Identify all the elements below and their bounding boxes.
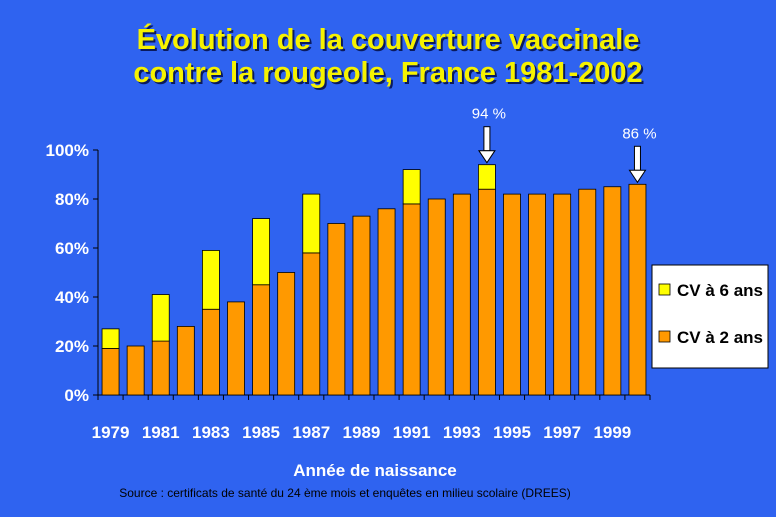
- y-tick-label: 100%: [46, 141, 89, 160]
- legend-box: [651, 264, 769, 369]
- bar-cv2-1992: [427, 198, 446, 396]
- chart-bars: [101, 164, 647, 396]
- chart-title-line2: contre la rougeole, France 1981-2002: [133, 57, 643, 89]
- x-tick-label: 1989: [343, 423, 381, 442]
- annotation-arrow-head: [477, 150, 496, 164]
- bar-cv2-1985: [252, 284, 270, 396]
- x-tick-label: 1993: [443, 423, 481, 442]
- bar-cv2-1982: [176, 325, 195, 396]
- annotation-arrow-head: [628, 169, 647, 184]
- chart-title-line1: Évolution de la couverture vaccinale: [136, 24, 640, 56]
- legend-swatch: [658, 283, 671, 296]
- bar-cv6-1994: [478, 164, 496, 190]
- chart-legend: CV à 6 ans CV à 2 ans: [651, 264, 769, 369]
- y-tick-label: 20%: [55, 337, 89, 356]
- y-tick-label: 40%: [55, 288, 89, 307]
- x-tick-label: 1983: [192, 423, 230, 442]
- annotation-label: 94 %: [472, 106, 506, 123]
- chart-annotations: 94 % 86 %: [472, 106, 657, 184]
- annotation-arrow-shaft: [483, 126, 491, 152]
- x-axis-label: Année de naissance: [293, 461, 456, 480]
- y-tick-label: 60%: [55, 239, 89, 258]
- bar-cv2-1994: [478, 188, 496, 396]
- x-tick-label: 1985: [242, 423, 280, 442]
- bar-cv2-1988: [327, 223, 346, 396]
- legend-label: CV à 2 ans: [677, 328, 763, 347]
- x-tick-label: 1979: [92, 423, 130, 442]
- bar-cv2-1995: [503, 193, 521, 396]
- bar-cv6-1981: [151, 294, 170, 342]
- annotation-arrow-shaft: [633, 145, 641, 171]
- bar-cv2-1983: [202, 308, 220, 396]
- source-note: Source : certificats de santé du 24 ème …: [119, 486, 571, 500]
- bar-cv6-1985: [252, 218, 270, 286]
- bar-cv2-1981: [151, 340, 170, 396]
- annotation-label: 86 %: [622, 125, 656, 142]
- bar-cv2-1999: [603, 186, 622, 396]
- x-tick-label: 1999: [593, 423, 631, 442]
- legend-label: CV à 6 ans: [677, 281, 763, 300]
- y-tick-label: 0%: [64, 386, 89, 405]
- x-tick-label: 1981: [142, 423, 180, 442]
- bar-cv6-1983: [202, 250, 220, 310]
- bar-cv2-1979: [101, 348, 120, 396]
- bar-cv2-1984: [227, 301, 245, 396]
- x-tick-label: 1997: [543, 423, 581, 442]
- bar-cv2-1993: [452, 193, 471, 396]
- bar-cv2-1989: [352, 215, 371, 396]
- bar-cv2-1997: [553, 193, 572, 396]
- bar-cv2-1998: [578, 188, 597, 396]
- bar-cv2-1987: [302, 252, 321, 396]
- chart-title: Évolution de la couverture vaccinale con…: [0, 24, 776, 90]
- bar-cv2-1996: [528, 193, 546, 396]
- legend-swatch: [658, 330, 671, 343]
- y-tick-label: 80%: [55, 190, 89, 209]
- bar-cv2-1980: [126, 345, 145, 396]
- chart-axes: 0% 20% 40% 60% 80% 100% 1979 1981 1983 1985 1987 19…: [46, 141, 651, 442]
- bar-cv6-1987: [302, 193, 321, 254]
- x-tick-label: 1987: [292, 423, 330, 442]
- bar-cv6-1991: [402, 169, 421, 205]
- x-tick-label: 1995: [493, 423, 531, 442]
- x-tick-label: 1991: [393, 423, 431, 442]
- bar-cv6-1979: [101, 328, 120, 349]
- bar-cv2-2000: [628, 183, 647, 396]
- bar-cv2-1990: [377, 208, 396, 396]
- bar-cv2-1991: [402, 203, 421, 396]
- bar-cv2-1986: [277, 272, 296, 396]
